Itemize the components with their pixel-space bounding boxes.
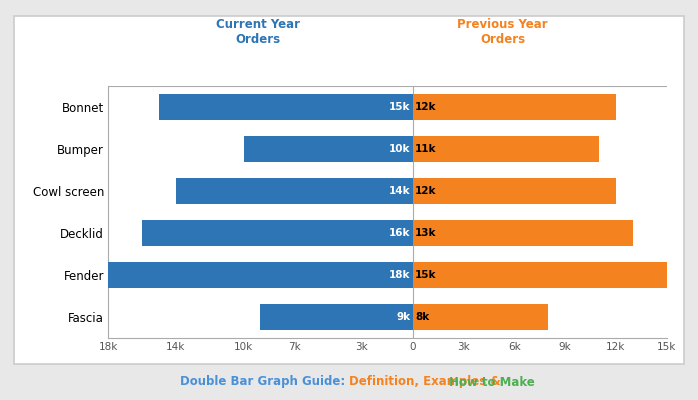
Bar — [413, 220, 633, 246]
Text: 15k: 15k — [389, 102, 410, 112]
Bar — [413, 136, 599, 162]
FancyBboxPatch shape — [14, 16, 684, 364]
Text: 18k: 18k — [389, 270, 410, 280]
Text: 11k: 11k — [415, 144, 437, 154]
Text: How to Make: How to Make — [449, 376, 534, 388]
Text: 15k: 15k — [415, 270, 437, 280]
Text: 9k: 9k — [396, 312, 410, 322]
Text: Previous Year
Orders: Previous Year Orders — [457, 18, 548, 46]
Text: 16k: 16k — [389, 228, 410, 238]
Bar — [142, 220, 413, 246]
Bar — [260, 304, 413, 330]
Text: 12k: 12k — [415, 102, 437, 112]
Text: 14k: 14k — [389, 186, 410, 196]
Text: Double Bar Graph Guide:: Double Bar Graph Guide: — [179, 376, 349, 388]
Text: Definition, Examples &: Definition, Examples & — [349, 376, 505, 388]
Text: 12k: 12k — [415, 186, 437, 196]
Text: Current Year
Orders: Current Year Orders — [216, 18, 300, 46]
Bar — [413, 262, 667, 288]
Bar — [413, 178, 616, 204]
Bar — [108, 262, 413, 288]
Text: 8k: 8k — [415, 312, 429, 322]
Text: 13k: 13k — [415, 228, 437, 238]
Bar — [159, 94, 413, 120]
Bar — [413, 304, 548, 330]
Bar — [413, 94, 616, 120]
Text: 10k: 10k — [389, 144, 410, 154]
Bar — [176, 178, 413, 204]
Bar — [244, 136, 413, 162]
